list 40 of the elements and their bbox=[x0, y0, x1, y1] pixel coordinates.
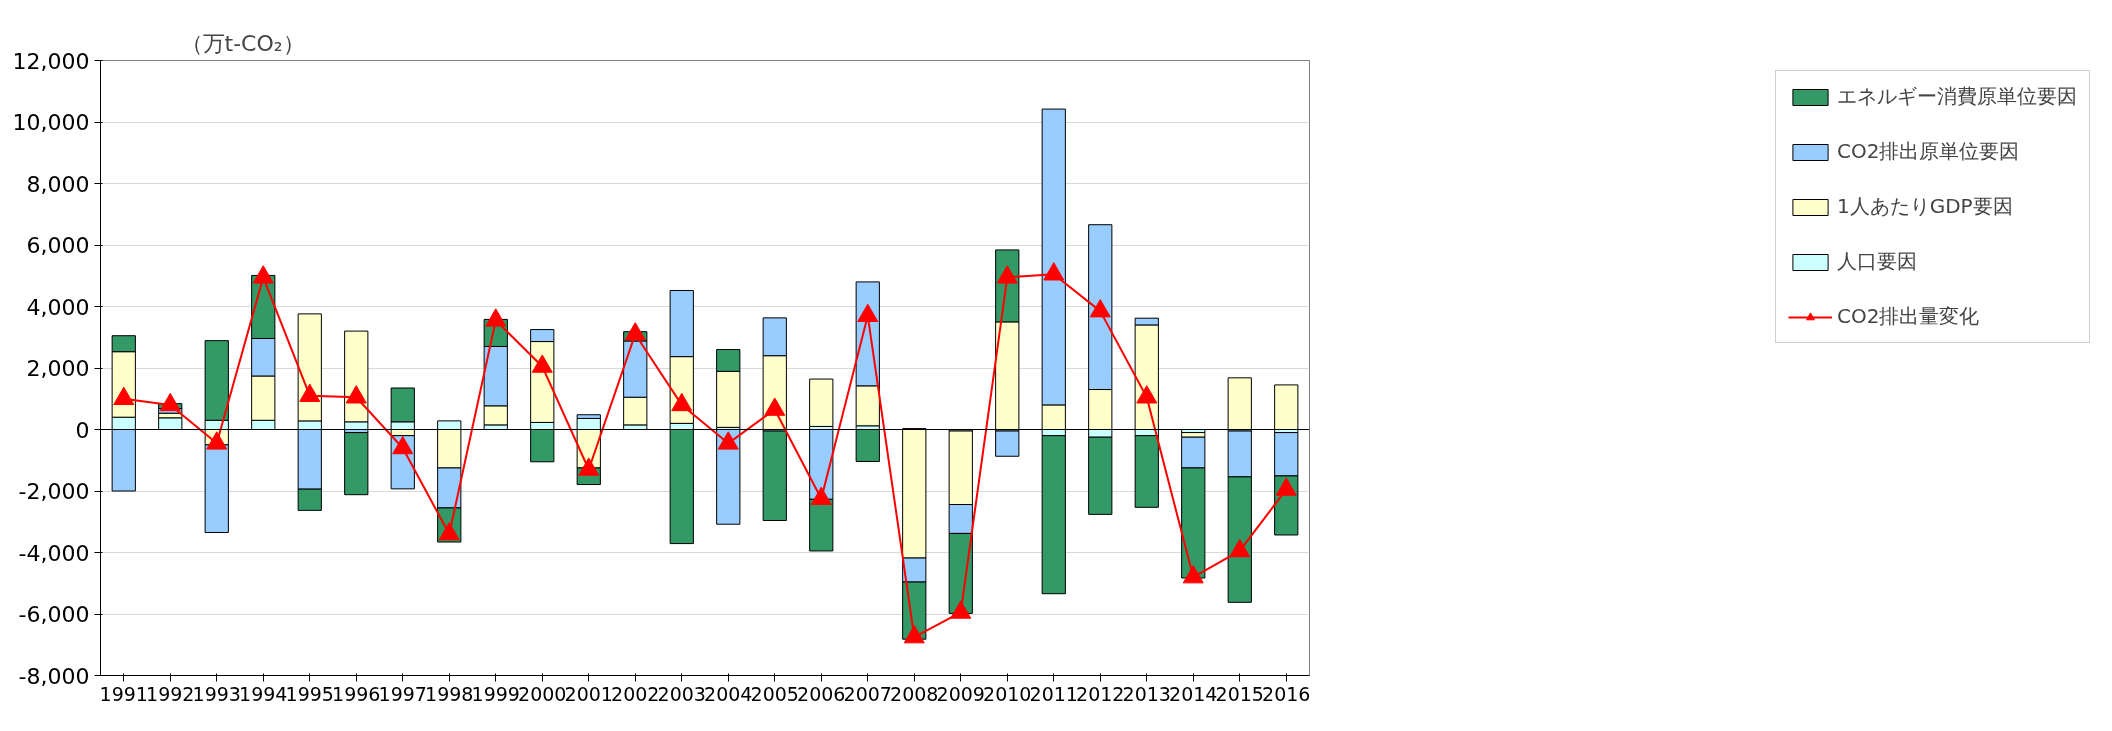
x-tick-label: 2010 bbox=[983, 682, 1032, 705]
x-tick-label: 2013 bbox=[1122, 682, 1171, 705]
y-tick-label: 4,000 bbox=[26, 294, 90, 320]
y-tick-label: 12,000 bbox=[12, 48, 90, 74]
y-tick-label: 8,000 bbox=[26, 171, 90, 197]
x-tick-label: 2007 bbox=[843, 682, 892, 705]
y-axis-title: （万t-CO₂） bbox=[180, 30, 305, 56]
x-tick-label: 1992 bbox=[146, 682, 195, 705]
x-tick-label: 1994 bbox=[239, 682, 288, 705]
x-tick-label: 2009 bbox=[936, 682, 985, 705]
y-tick-label: -4,000 bbox=[18, 540, 90, 566]
x-tick-label: 2011 bbox=[1029, 682, 1078, 705]
x-tick-label: 2014 bbox=[1169, 682, 1218, 705]
legend-label: CO2排出原単位要因 bbox=[1837, 138, 2020, 165]
y-tick-label: 0 bbox=[75, 417, 90, 443]
x-tick-label: 2002 bbox=[611, 682, 660, 705]
y-tick-label: 6,000 bbox=[26, 233, 90, 258]
y-tick-label: -8,000 bbox=[18, 663, 90, 689]
y-tick-label: 2,000 bbox=[26, 356, 90, 381]
y-tick-label: 10,000 bbox=[12, 110, 90, 135]
legend-label: エネルギー消費原単位要因 bbox=[1837, 83, 2077, 110]
x-tick-label: 1991 bbox=[99, 682, 148, 705]
x-tick-label: 2006 bbox=[797, 682, 846, 705]
y-tick-label: -6,000 bbox=[18, 602, 90, 627]
x-tick-label: 2003 bbox=[657, 682, 706, 705]
legend-label: CO2排出量変化 bbox=[1837, 303, 1980, 330]
x-tick-label: 1999 bbox=[471, 682, 520, 705]
x-tick-label: 1993 bbox=[192, 682, 241, 705]
x-tick-label: 1997 bbox=[378, 682, 427, 705]
x-tick-label: 2016 bbox=[1262, 682, 1311, 705]
legend-label: 1人あたりGDP要因 bbox=[1837, 193, 2013, 220]
y-tick-label: -2,000 bbox=[18, 479, 90, 504]
x-tick-label: 2008 bbox=[890, 682, 939, 705]
x-tick-label: 2012 bbox=[1076, 682, 1125, 705]
x-tick-label: 1996 bbox=[332, 682, 381, 705]
x-tick-label: 2000 bbox=[518, 682, 567, 705]
x-tick-label: 2001 bbox=[564, 682, 613, 705]
x-tick-label: 1998 bbox=[425, 682, 474, 705]
legend-label: 人口要因 bbox=[1837, 248, 1917, 275]
x-tick-label: 2004 bbox=[704, 682, 753, 705]
